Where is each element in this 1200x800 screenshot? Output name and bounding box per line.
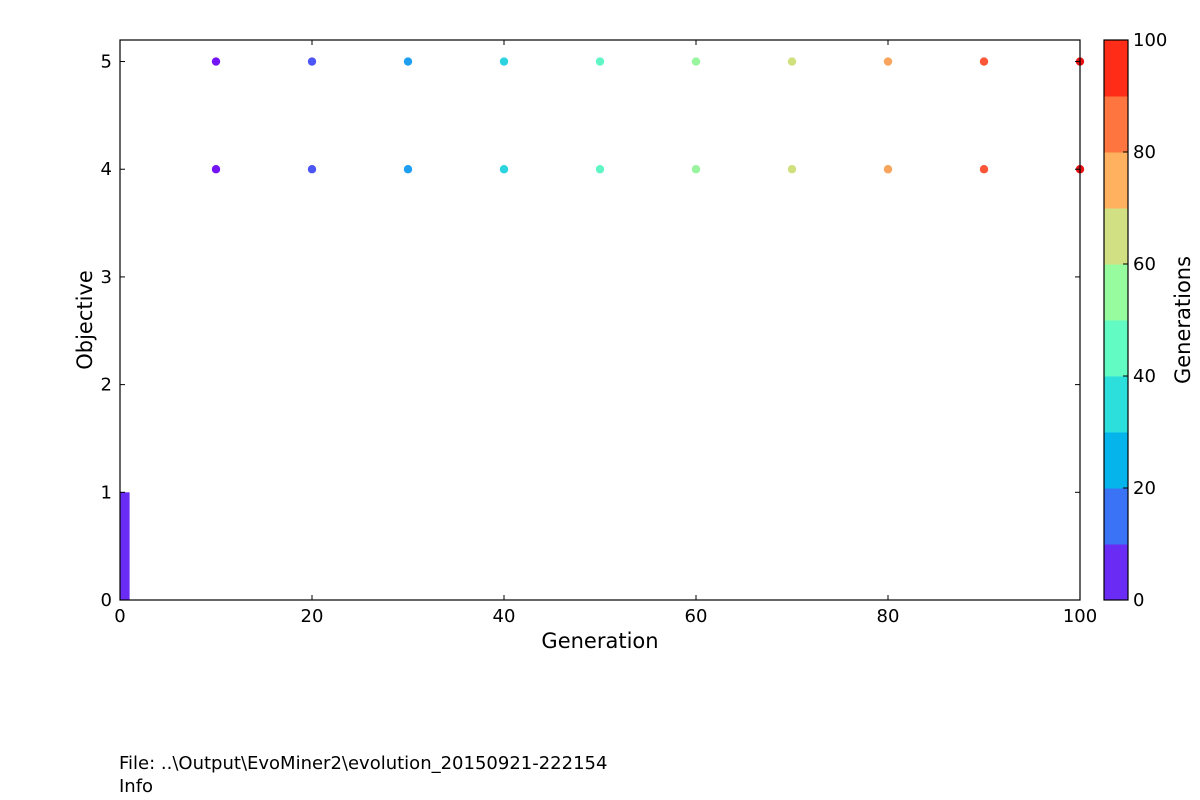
colorbar-segment — [1104, 152, 1128, 209]
scatter-point — [499, 165, 509, 174]
scatter-point — [883, 57, 893, 66]
colorbar-tick-label: 20 — [1133, 478, 1156, 499]
colorbar-tick-label: 0 — [1133, 590, 1144, 611]
x-tick-label: 60 — [685, 606, 708, 627]
x-tick-label: 40 — [493, 606, 516, 627]
scatter-point — [403, 165, 413, 174]
y-tick-label: 5 — [101, 52, 112, 73]
scatter-point — [499, 57, 509, 66]
colorbar-segment — [1104, 264, 1128, 321]
y-axis-label: Objective — [73, 270, 97, 370]
y-tick-label: 4 — [101, 159, 112, 180]
x-axis: 0 20 40 60 80 100 — [114, 40, 1097, 627]
colorbar-segment — [1104, 96, 1128, 153]
colorbar-segment — [1104, 208, 1128, 265]
scatter-point — [787, 165, 797, 174]
scatter-point — [979, 165, 989, 174]
x-tick-label: 0 — [114, 606, 125, 627]
y-tick-label: 3 — [101, 267, 112, 288]
colorbar-tick-label: 100 — [1133, 30, 1167, 51]
footer-info: Info — [119, 776, 154, 797]
bar-generation-0 — [120, 492, 130, 600]
colorbar — [1104, 40, 1128, 601]
scatter-point — [211, 165, 221, 174]
y-axis: 0 1 2 3 4 5 — [101, 52, 1080, 611]
colorbar-tick-label: 40 — [1133, 366, 1156, 387]
scatter-point — [211, 57, 221, 66]
scatter-point — [595, 165, 605, 174]
colorbar-segment — [1104, 320, 1128, 377]
colorbar-tick-label: 60 — [1133, 254, 1156, 275]
y-tick-label: 2 — [101, 375, 112, 396]
scatter-point — [691, 165, 701, 174]
points-layer — [211, 57, 1085, 174]
x-axis-label: Generation — [541, 629, 658, 653]
scatter-point — [595, 57, 605, 66]
colorbar-segment — [1104, 376, 1128, 433]
colorbar-segment — [1104, 488, 1128, 545]
bar-layer — [120, 492, 130, 600]
scatter-point — [691, 57, 701, 66]
colorbar-frame — [1103, 39, 1129, 601]
colorbar-segment — [1104, 432, 1128, 489]
colorbar-segment — [1104, 40, 1128, 97]
scatter-point — [979, 57, 989, 66]
scatter-point — [787, 57, 797, 66]
colorbar-segment — [1104, 544, 1128, 601]
x-tick-label: 20 — [301, 606, 324, 627]
scatter-point — [307, 165, 317, 174]
x-tick-label: 100 — [1063, 606, 1097, 627]
colorbar-tick-label: 80 — [1133, 142, 1156, 163]
footer-file-path: File: ..\Output\EvoMiner2\evolution_2015… — [119, 753, 608, 774]
colorbar-label: Generations — [1171, 256, 1195, 384]
colorbar-ticks: 0 20 40 60 80 100 — [1123, 30, 1167, 611]
scatter-point — [883, 165, 893, 174]
x-tick-label: 80 — [877, 606, 900, 627]
y-tick-label: 1 — [101, 482, 112, 503]
scatter-point — [403, 57, 413, 66]
plot-frame — [119, 39, 1081, 601]
y-tick-label: 0 — [101, 590, 112, 611]
scatter-point — [307, 57, 317, 66]
